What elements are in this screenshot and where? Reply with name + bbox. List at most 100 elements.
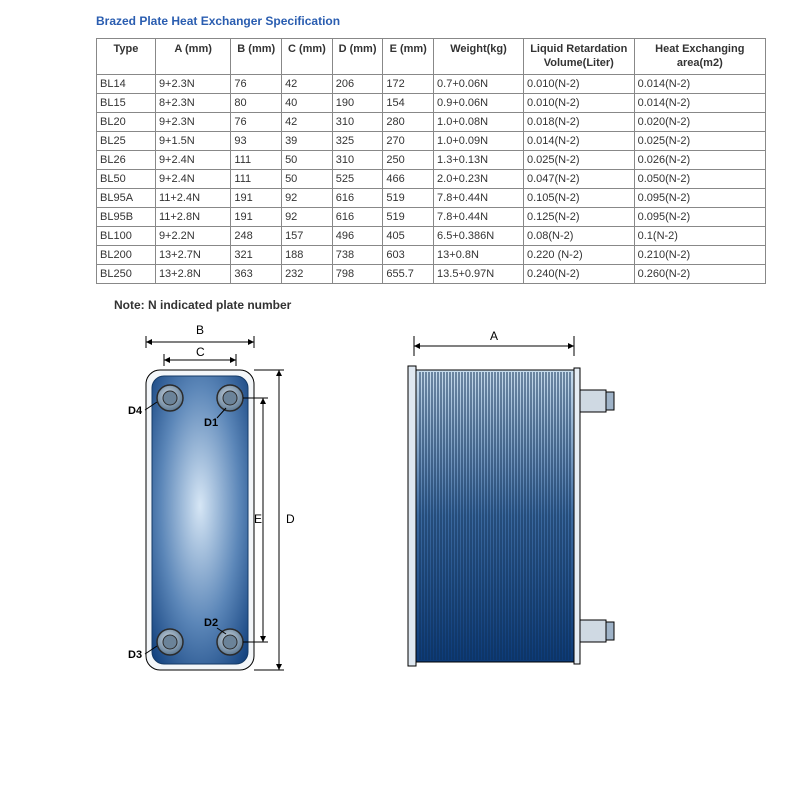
table-row: BL209+2.3N76423102801.0+0.08N0.018(N-2)0…	[97, 112, 766, 131]
table-row: BL20013+2.7N32118873860313+0.8N0.220 (N-…	[97, 245, 766, 264]
table-cell: 9+2.4N	[155, 169, 230, 188]
page-title: Brazed Plate Heat Exchanger Specificatio…	[96, 14, 771, 28]
table-cell: 0.020(N-2)	[634, 112, 765, 131]
table-cell: 11+2.4N	[155, 188, 230, 207]
table-row: BL95A11+2.4N191926165197.8+0.44N0.105(N-…	[97, 188, 766, 207]
table-cell: 93	[231, 131, 282, 150]
table-cell: 466	[383, 169, 434, 188]
label-c: C	[196, 345, 205, 359]
table-cell: 9+1.5N	[155, 131, 230, 150]
table-row: BL149+2.3N76422061720.7+0.06N0.010(N-2)0…	[97, 74, 766, 93]
table-cell: 0.010(N-2)	[523, 93, 634, 112]
table-cell: 310	[332, 112, 383, 131]
table-cell: 13+0.8N	[434, 245, 524, 264]
table-cell: 248	[231, 226, 282, 245]
label-d4: D4	[128, 405, 143, 417]
table-cell: 798	[332, 264, 383, 283]
table-cell: 42	[282, 74, 333, 93]
th-liquid: Liquid Retardation Volume(Liter)	[523, 39, 634, 75]
table-cell: BL26	[97, 150, 156, 169]
table-cell: 9+2.2N	[155, 226, 230, 245]
table-row: BL158+2.3N80401901540.9+0.06N0.010(N-2)0…	[97, 93, 766, 112]
table-cell: BL20	[97, 112, 156, 131]
table-cell: 0.08(N-2)	[523, 226, 634, 245]
table-cell: 9+2.4N	[155, 150, 230, 169]
note-text: Note: N indicated plate number	[114, 298, 771, 312]
table-cell: 92	[282, 207, 333, 226]
table-cell: BL95A	[97, 188, 156, 207]
table-cell: BL250	[97, 264, 156, 283]
table-cell: 519	[383, 207, 434, 226]
table-cell: 405	[383, 226, 434, 245]
table-cell: 11+2.8N	[155, 207, 230, 226]
port-d1	[217, 385, 243, 411]
label-d2: D2	[204, 617, 218, 629]
label-d: D	[286, 512, 295, 526]
table-cell: 1.3+0.13N	[434, 150, 524, 169]
table-cell: 0.025(N-2)	[634, 131, 765, 150]
table-cell: 519	[383, 188, 434, 207]
table-cell: 232	[282, 264, 333, 283]
table-cell: 172	[383, 74, 434, 93]
table-cell: 80	[231, 93, 282, 112]
table-cell: 2.0+0.23N	[434, 169, 524, 188]
table-cell: 157	[282, 226, 333, 245]
table-cell: 7.8+0.44N	[434, 207, 524, 226]
table-cell: 0.047(N-2)	[523, 169, 634, 188]
table-cell: 40	[282, 93, 333, 112]
table-cell: 0.026(N-2)	[634, 150, 765, 169]
table-cell: 0.014(N-2)	[634, 74, 765, 93]
table-cell: 0.7+0.06N	[434, 74, 524, 93]
table-cell: 92	[282, 188, 333, 207]
th-b: B (mm)	[231, 39, 282, 75]
table-cell: 50	[282, 169, 333, 188]
table-cell: BL200	[97, 245, 156, 264]
table-cell: 496	[332, 226, 383, 245]
table-cell: 111	[231, 150, 282, 169]
table-cell: 9+2.3N	[155, 112, 230, 131]
table-cell: 310	[332, 150, 383, 169]
table-row: BL95B11+2.8N191926165197.8+0.44N0.125(N-…	[97, 207, 766, 226]
table-cell: 191	[231, 207, 282, 226]
table-header-row: Type A (mm) B (mm) C (mm) D (mm) E (mm) …	[97, 39, 766, 75]
table-cell: BL25	[97, 131, 156, 150]
table-row: BL1009+2.2N2481574964056.5+0.386N0.08(N-…	[97, 226, 766, 245]
table-cell: 270	[383, 131, 434, 150]
table-cell: 13+2.7N	[155, 245, 230, 264]
th-type: Type	[97, 39, 156, 75]
table-cell: 250	[383, 150, 434, 169]
table-cell: 603	[383, 245, 434, 264]
table-cell: 0.260(N-2)	[634, 264, 765, 283]
table-cell: 39	[282, 131, 333, 150]
table-cell: 1.0+0.08N	[434, 112, 524, 131]
table-cell: 0.125(N-2)	[523, 207, 634, 226]
table-cell: 616	[332, 188, 383, 207]
label-d1: D1	[204, 417, 218, 429]
label-b: B	[196, 323, 204, 337]
th-a: A (mm)	[155, 39, 230, 75]
table-cell: 0.010(N-2)	[523, 74, 634, 93]
table-cell: 0.018(N-2)	[523, 112, 634, 131]
table-cell: 7.8+0.44N	[434, 188, 524, 207]
port-d2	[217, 629, 243, 655]
table-cell: 188	[282, 245, 333, 264]
table-cell: BL14	[97, 74, 156, 93]
table-row: BL269+2.4N111503102501.3+0.13N0.025(N-2)…	[97, 150, 766, 169]
table-cell: 76	[231, 112, 282, 131]
table-cell: BL95B	[97, 207, 156, 226]
table-cell: 525	[332, 169, 383, 188]
table-cell: 206	[332, 74, 383, 93]
table-cell: 0.050(N-2)	[634, 169, 765, 188]
table-cell: 363	[231, 264, 282, 283]
th-d: D (mm)	[332, 39, 383, 75]
table-cell: 50	[282, 150, 333, 169]
table-cell: 0.9+0.06N	[434, 93, 524, 112]
table-cell: 280	[383, 112, 434, 131]
table-cell: 0.095(N-2)	[634, 207, 765, 226]
table-cell: 76	[231, 74, 282, 93]
table-row: BL259+1.5N93393252701.0+0.09N0.014(N-2)0…	[97, 131, 766, 150]
table-cell: 738	[332, 245, 383, 264]
table-cell: 0.095(N-2)	[634, 188, 765, 207]
label-d3: D3	[128, 649, 142, 661]
table-cell: 9+2.3N	[155, 74, 230, 93]
